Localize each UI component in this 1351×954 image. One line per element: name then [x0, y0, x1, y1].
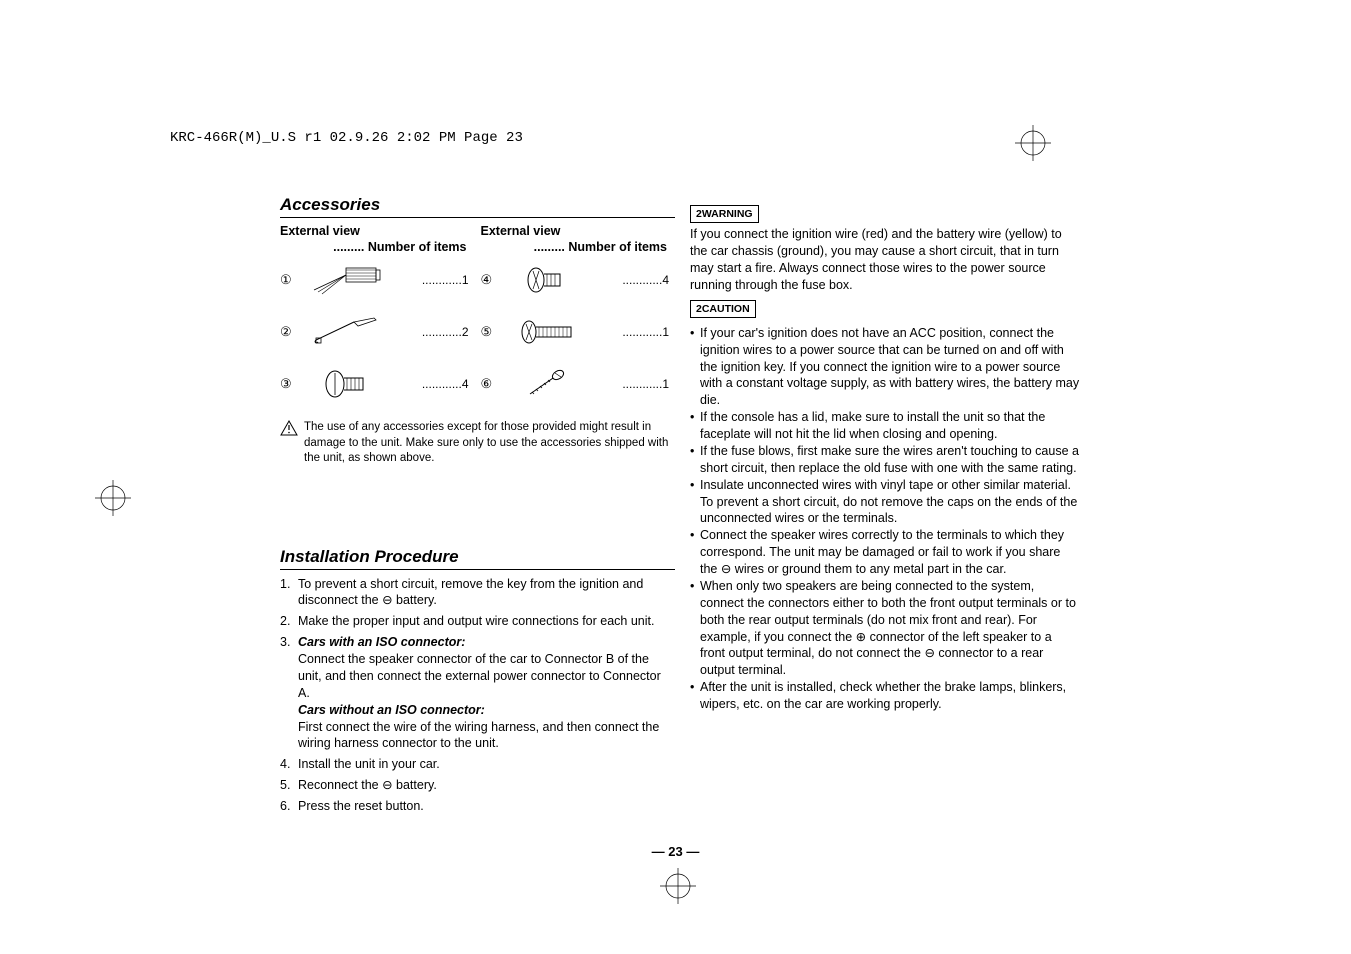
acc-head-right: External view	[481, 224, 676, 238]
bullet-text: Connect the speaker wires correctly to t…	[700, 527, 1080, 578]
bullet-text: If the console has a lid, make sure to i…	[700, 409, 1080, 443]
bullet-text: If your car's ignition does not have an …	[700, 325, 1080, 409]
acc-num: ⑤	[481, 324, 499, 340]
bullet-dot: •	[690, 527, 700, 578]
acc-row: ④ ............4	[481, 254, 676, 306]
accessories-note-text: The use of any accessories except for th…	[304, 420, 675, 467]
inst-t: Reconnect the ⊖ battery.	[298, 777, 675, 794]
acc-num: ②	[280, 324, 298, 340]
acc-num: ③	[280, 376, 298, 392]
bullet-text: Insulate unconnected wires with vinyl ta…	[700, 477, 1080, 528]
cropmark-top-right	[1015, 125, 1051, 161]
bullet-text: If the fuse blows, first make sure the w…	[700, 443, 1080, 477]
acc-num: ①	[280, 272, 298, 288]
screw-medium-icon	[499, 262, 596, 298]
acc-num: ④	[481, 272, 499, 288]
accessories-title: Accessories	[280, 195, 675, 218]
wiring-harness-icon	[298, 262, 395, 298]
inst-sub1: Cars with an ISO connector:	[298, 635, 465, 649]
acc-sub-right: ......... Number of items	[481, 240, 676, 254]
caution-bullets: •If your car's ignition does not have an…	[690, 325, 1080, 713]
caution-badge: 2CAUTION	[690, 300, 756, 318]
inst-t2: First connect the wire of the wiring har…	[298, 720, 659, 751]
inst-n: 6.	[280, 798, 298, 815]
acc-count: ............1	[395, 273, 475, 287]
inst-t: Cars with an ISO connector: Connect the …	[298, 634, 675, 752]
inst-n: 1.	[280, 576, 298, 610]
bullet-dot: •	[690, 325, 700, 409]
acc-row: ③ ............4	[280, 358, 475, 410]
inst-t: Install the unit in your car.	[298, 756, 675, 773]
acc-num: ⑥	[481, 376, 499, 392]
cropmark-left	[95, 480, 131, 516]
install-list: 1.To prevent a short circuit, remove the…	[280, 576, 675, 815]
inst-sub2: Cars without an ISO connector:	[298, 703, 485, 717]
page-number: — 23 —	[652, 844, 700, 859]
acc-row: ② ............2	[280, 306, 475, 358]
bullet-dot: •	[690, 578, 700, 679]
inst-n: 3.	[280, 634, 298, 752]
bullet-dot: •	[690, 443, 700, 477]
bullet-dot: •	[690, 409, 700, 443]
install-title: Installation Procedure	[280, 547, 675, 570]
bullet-dot: •	[690, 679, 700, 713]
warning-badge: 2WARNING	[690, 205, 759, 223]
bullet-dot: •	[690, 477, 700, 528]
key-icon	[298, 314, 395, 350]
cropmark-bottom	[660, 868, 696, 904]
inst-t: Press the reset button.	[298, 798, 675, 815]
inst-t: Make the proper input and output wire co…	[298, 613, 675, 630]
screw-large-icon	[298, 366, 395, 402]
accessories-table: External view ......... Number of items …	[280, 224, 675, 410]
acc-count: ............2	[395, 325, 475, 339]
acc-sub-left: ......... Number of items	[280, 240, 475, 254]
tapping-screw-icon	[499, 366, 596, 402]
inst-n: 4.	[280, 756, 298, 773]
acc-count: ............4	[595, 273, 675, 287]
inst-n: 2.	[280, 613, 298, 630]
bullet-text: When only two speakers are being connect…	[700, 578, 1080, 679]
print-header: KRC-466R(M)_U.S r1 02.9.26 2:02 PM Page …	[170, 130, 523, 146]
acc-count: ............1	[595, 325, 675, 339]
acc-row: ⑤	[481, 306, 676, 358]
acc-head-left: External view	[280, 224, 475, 238]
bullet-text: After the unit is installed, check wheth…	[700, 679, 1080, 713]
acc-count: ............4	[395, 377, 475, 391]
inst-n: 5.	[280, 777, 298, 794]
warning-triangle-icon	[280, 420, 298, 467]
warning-text: If you connect the ignition wire (red) a…	[690, 226, 1080, 294]
inst-t: To prevent a short circuit, remove the k…	[298, 576, 675, 610]
inst-t1: Connect the speaker connector of the car…	[298, 652, 661, 700]
acc-count: ............1	[595, 377, 675, 391]
accessories-note: The use of any accessories except for th…	[280, 420, 675, 467]
screw-long-icon	[499, 314, 596, 350]
acc-row: ① .....	[280, 254, 475, 306]
acc-row: ⑥ ............1	[481, 358, 676, 410]
